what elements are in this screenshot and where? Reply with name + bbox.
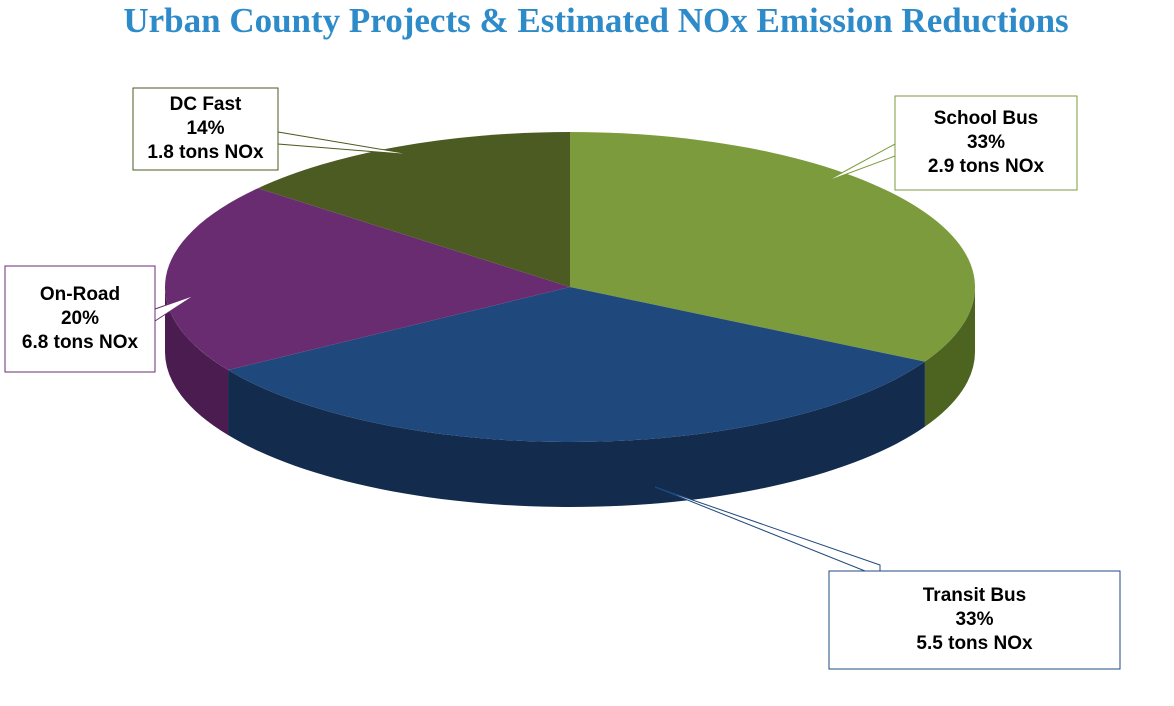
emission-label: 2.9 tons NOx xyxy=(928,156,1045,177)
chart-title: Urban County Projects & Estimated NOx Em… xyxy=(123,1,1068,40)
slice xyxy=(165,188,570,371)
label-box xyxy=(894,95,1078,191)
value-label: 14% xyxy=(186,118,224,139)
category-label: DC Fast xyxy=(170,94,242,115)
value-label: 20% xyxy=(61,308,99,329)
category-label: School Bus xyxy=(934,108,1039,129)
emission-label: 6.8 tons NOx xyxy=(22,332,139,353)
leader-line xyxy=(824,143,896,183)
slice xyxy=(257,132,570,287)
slice xyxy=(228,287,925,443)
category-label: On-Road xyxy=(40,284,120,305)
leader-line xyxy=(277,131,416,156)
label-box xyxy=(828,570,1121,670)
slice-side xyxy=(165,287,229,436)
value-label: 33% xyxy=(967,132,1005,153)
emission-label: 5.5 tons NOx xyxy=(916,633,1033,654)
value-label: 33% xyxy=(955,609,993,630)
slice-side xyxy=(228,361,925,508)
category-label: Transit Bus xyxy=(923,585,1026,606)
slice xyxy=(570,132,975,362)
leader-line xyxy=(654,486,881,578)
slice-side xyxy=(924,287,975,427)
label-box xyxy=(4,265,156,373)
emission-label: 1.8 tons NOx xyxy=(147,142,264,163)
label-box xyxy=(132,87,279,171)
